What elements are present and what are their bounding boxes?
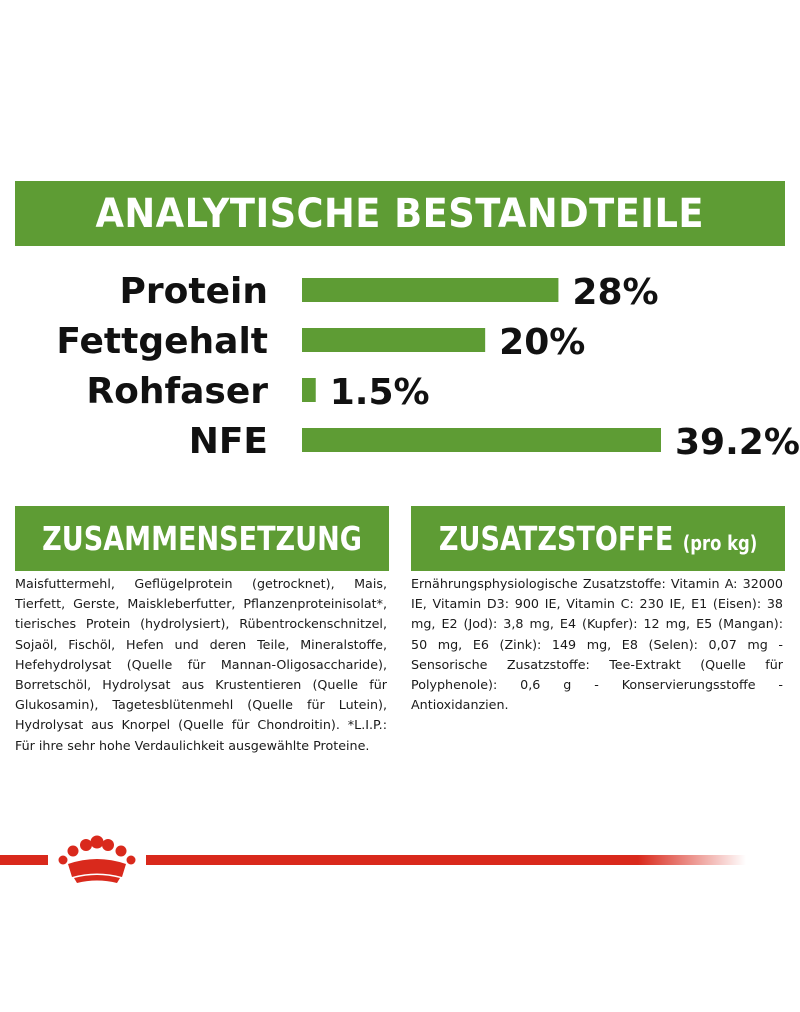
bar-protein <box>302 278 559 302</box>
composition-text: Maisfuttermehl, Geflügelprotein (getrock… <box>15 576 387 753</box>
bar-fettgehalt <box>302 328 486 352</box>
additives-header: ZUSATZSTOFFE (pro kg) <box>411 506 785 571</box>
category-label: Protein <box>120 271 268 312</box>
bar-nfe <box>302 428 661 452</box>
category-label: Rohfaser <box>86 371 268 412</box>
value-label: 28% <box>572 272 658 313</box>
additives-title: ZUSATZSTOFFE <box>438 519 674 558</box>
analytics-title: ANALYTISCHE BESTANDTEILE <box>95 190 705 237</box>
crown-logo-icon <box>58 835 136 883</box>
composition-header: ZUSAMMENSETZUNG <box>15 506 389 571</box>
footer-line-right <box>146 855 746 865</box>
footer-line-left <box>0 855 48 865</box>
footer-band <box>0 835 746 883</box>
category-label: Fettgehalt <box>56 321 268 362</box>
value-label: 20% <box>499 322 585 363</box>
value-label: 39.2% <box>675 422 800 463</box>
analytics-banner: ANALYTISCHE BESTANDTEILE <box>15 181 785 246</box>
additives-unit: (pro kg) <box>682 531 758 555</box>
value-label: 1.5% <box>330 372 430 413</box>
nutrient-bar-chart: Protein 28% Fettgehalt 20% Rohfaser 1.5% NFE 39… <box>56 271 800 463</box>
bar-rohfaser <box>302 378 316 402</box>
additives-text: Ernährungsphysiologische Zusatzstoffe: V… <box>411 576 783 713</box>
composition-title: ZUSAMMENSETZUNG <box>42 519 362 558</box>
category-label: NFE <box>189 421 268 462</box>
